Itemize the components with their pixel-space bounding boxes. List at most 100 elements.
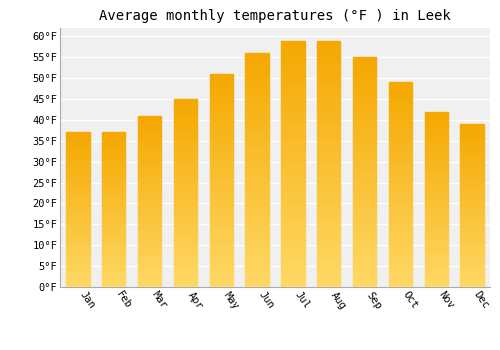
Bar [138,195,161,197]
Bar [424,136,448,138]
Bar [102,134,126,136]
Bar [102,132,126,134]
Bar [282,152,304,154]
Bar [282,99,304,102]
Bar [460,136,483,138]
Bar [389,282,412,285]
Bar [460,260,483,262]
Bar [102,229,126,231]
Bar [66,258,90,260]
Bar [389,269,412,272]
Bar [317,84,340,87]
Bar [246,246,268,249]
Bar [210,85,233,87]
Bar [138,268,161,270]
Bar [210,159,233,162]
Bar [389,136,412,139]
Bar [246,103,268,106]
Bar [317,201,340,204]
Bar [210,186,233,188]
Bar [282,59,304,62]
Bar [282,111,304,114]
Bar [460,138,483,140]
Bar [353,267,376,270]
Bar [424,133,448,136]
Bar [210,74,233,77]
Bar [66,239,90,241]
Bar [246,234,268,237]
Bar [282,204,304,207]
Bar [102,150,126,152]
Bar [460,153,483,155]
Bar [102,212,126,214]
Bar [424,285,448,287]
Bar [138,159,161,161]
Bar [282,145,304,148]
Bar [282,207,304,210]
Bar [424,131,448,133]
Bar [210,79,233,82]
Bar [424,199,448,202]
Bar [460,175,483,177]
Bar [353,141,376,144]
Bar [353,132,376,135]
Bar [174,259,197,261]
Bar [210,223,233,226]
Bar [317,62,340,65]
Bar [102,285,126,287]
Bar [246,56,268,59]
Bar [282,250,304,253]
Bar [138,253,161,255]
Bar [246,71,268,74]
Bar [460,145,483,147]
Bar [317,133,340,136]
Bar [353,278,376,281]
Bar [389,205,412,208]
Bar [317,56,340,59]
Bar [353,163,376,166]
Bar [282,195,304,198]
Bar [102,241,126,243]
Bar [174,146,197,148]
Bar [246,211,268,214]
Bar [138,264,161,266]
Bar [317,75,340,77]
Bar [174,214,197,217]
Bar [353,230,376,232]
Bar [353,204,376,206]
Bar [246,261,268,264]
Bar [246,114,268,117]
Bar [66,246,90,248]
Bar [138,248,161,251]
Bar [317,259,340,262]
Bar [389,172,412,174]
Bar [210,199,233,202]
Bar [246,190,268,194]
Bar [424,118,448,120]
Bar [138,182,161,184]
Bar [460,281,483,283]
Bar [282,161,304,164]
Bar [66,204,90,206]
Bar [460,124,483,126]
Bar [460,222,483,224]
Bar [174,209,197,212]
Bar [102,136,126,138]
Bar [460,236,483,238]
Bar [210,103,233,106]
Bar [389,195,412,197]
Bar [282,225,304,229]
Bar [102,165,126,167]
Bar [246,173,268,176]
Bar [66,144,90,146]
Bar [102,223,126,225]
Bar [246,185,268,188]
Bar [460,165,483,167]
Bar [210,122,233,125]
Bar [282,154,304,158]
Bar [317,99,340,102]
Bar [210,138,233,141]
Bar [460,167,483,169]
Bar [138,220,161,223]
Bar [246,214,268,217]
